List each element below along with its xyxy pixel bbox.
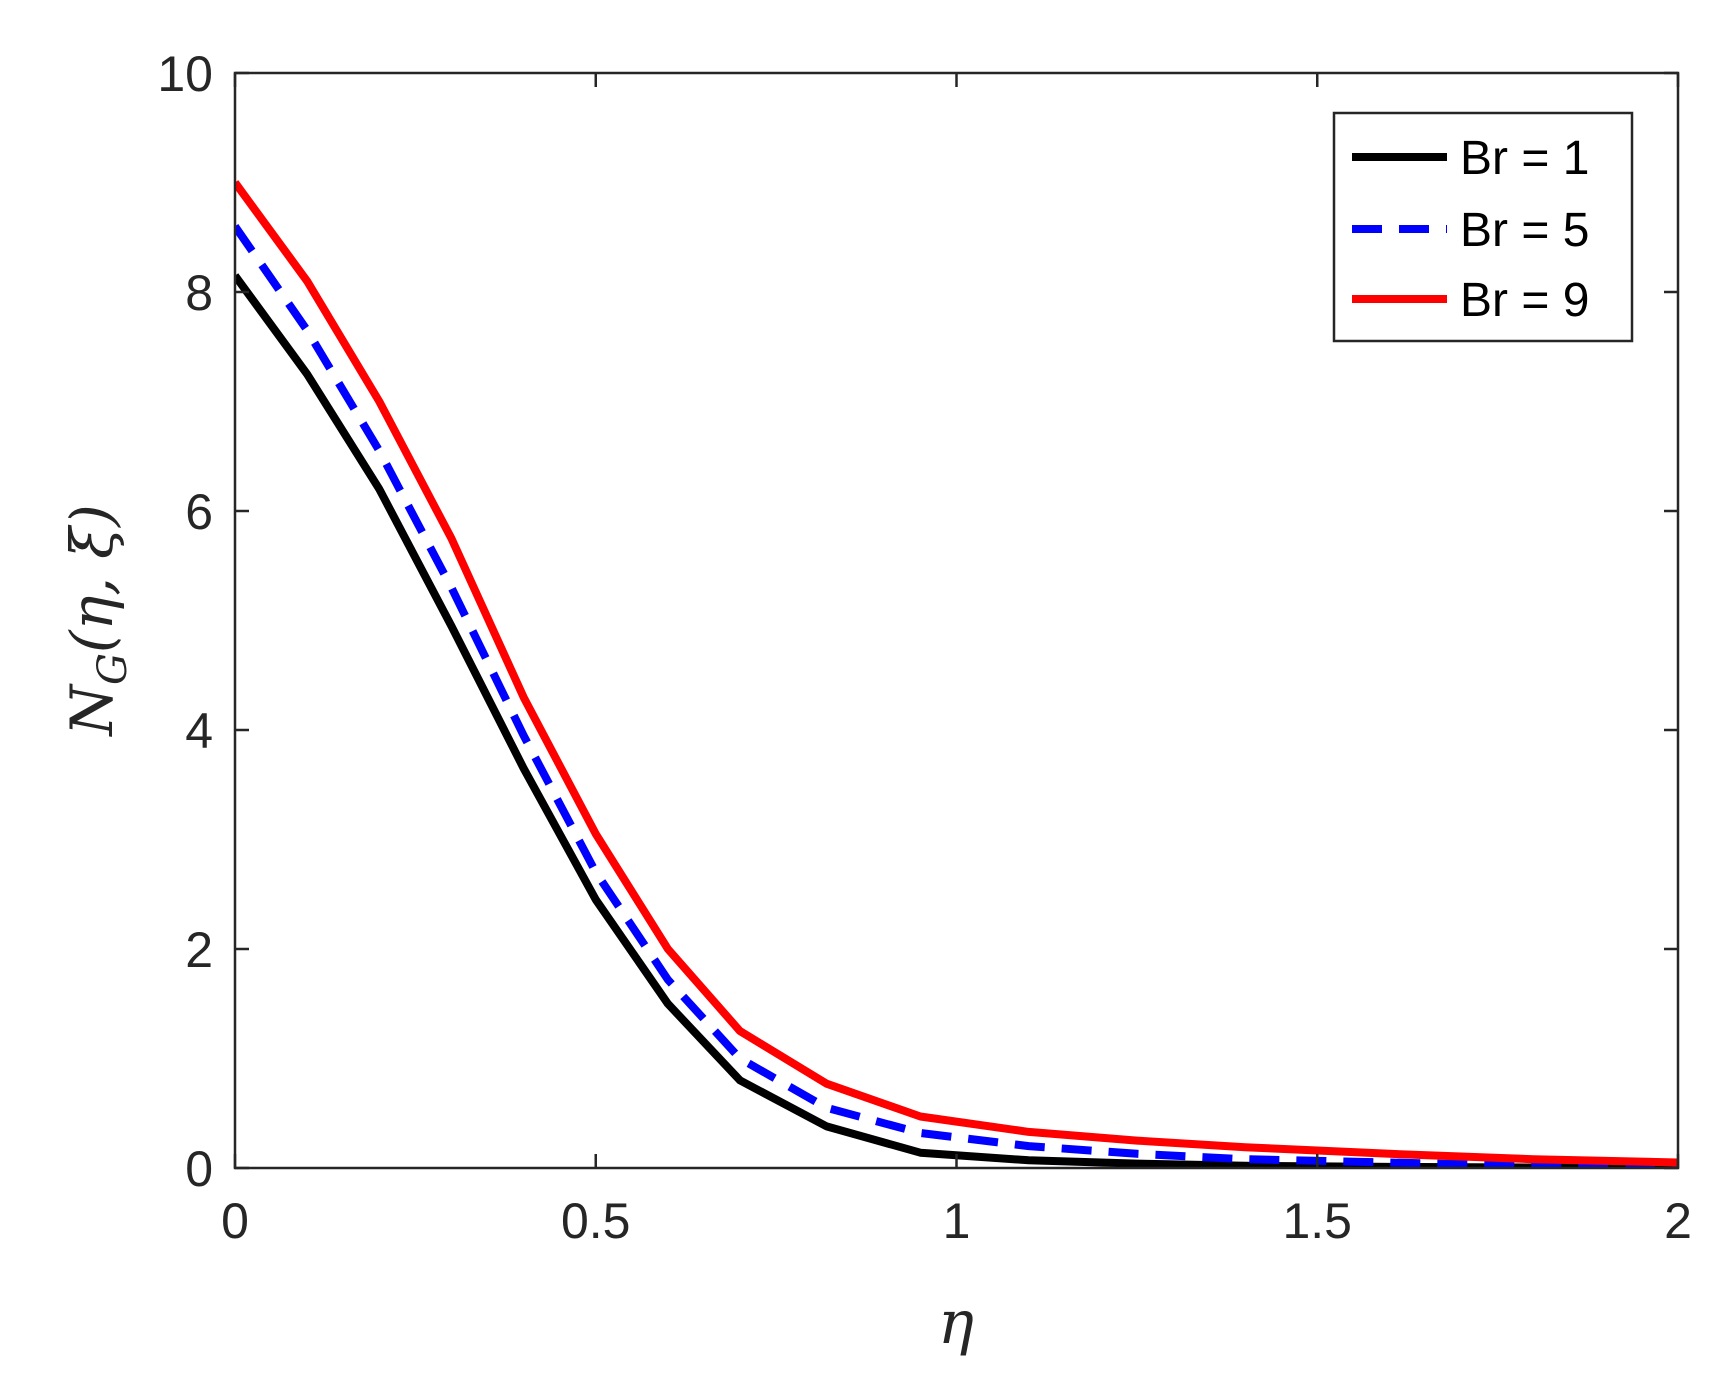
x-tick-label: 1.5 (1282, 1193, 1352, 1249)
svg-text:NG(η, ξ): NG(η, ξ) (58, 504, 136, 738)
y-tick-label: 4 (185, 703, 213, 759)
legend-label-br5: Br = 5 (1460, 204, 1589, 257)
ticks-layer (233, 71, 1680, 1170)
legend-label-br9: Br = 9 (1460, 274, 1589, 327)
y-axis-label-args: (η, ξ) (58, 504, 126, 653)
legend-label-br1: Br = 1 (1460, 132, 1589, 185)
x-tick-label: 0 (221, 1193, 249, 1249)
y-tick-label: 0 (185, 1141, 213, 1197)
tick-labels-layer: 0 0.5 1 1.5 2 0 2 4 6 8 10 (157, 46, 1692, 1249)
y-tick-label: 6 (185, 484, 213, 540)
series-line-br9 (235, 180, 1678, 1167)
y-axis-label-sub: G (90, 653, 136, 685)
y-tick-label: 2 (185, 922, 213, 978)
y-axis-label-main: N (58, 683, 126, 738)
y-tick-label: 8 (185, 265, 213, 321)
x-tick-label: 1 (943, 1193, 971, 1249)
y-axis-label: NG(η, ξ) (58, 504, 136, 738)
y-tick-label: 10 (157, 46, 213, 102)
x-tick-label: 0.5 (561, 1193, 631, 1249)
x-tick-label: 2 (1664, 1193, 1692, 1249)
x-axis-label: η (938, 1288, 974, 1358)
legend: Br = 1 Br = 5 Br = 9 (1332, 111, 1634, 343)
